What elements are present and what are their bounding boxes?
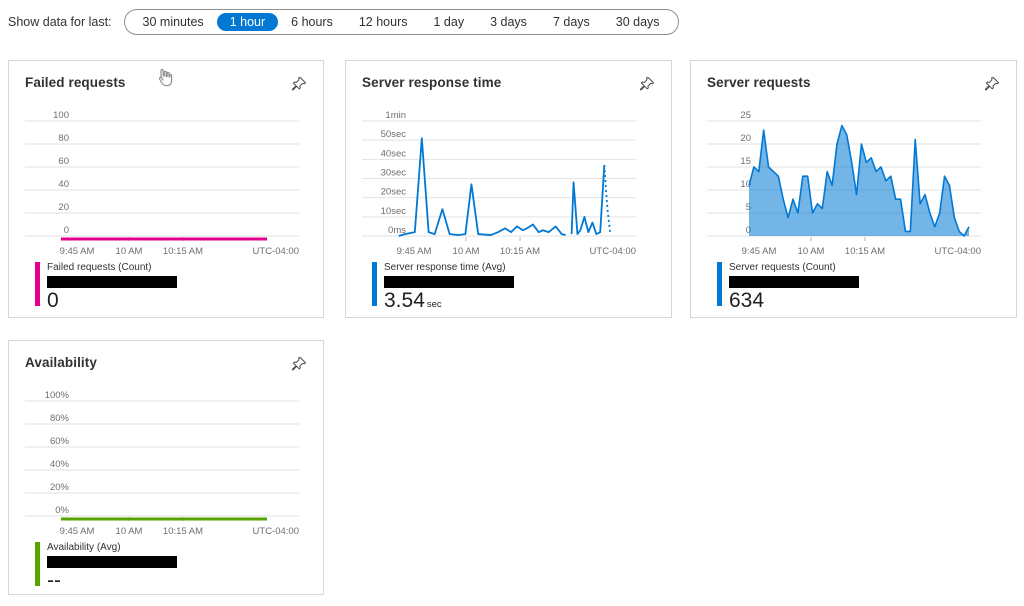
time-range-6-hours[interactable]: 6 hours: [291, 14, 333, 29]
svg-text:10 AM: 10 AM: [798, 246, 825, 257]
svg-text:10:15 AM: 10:15 AM: [845, 246, 885, 257]
legend-value: 0: [47, 289, 59, 312]
svg-text:25: 25: [740, 110, 751, 121]
svg-text:40: 40: [58, 179, 69, 190]
legend-value: 634: [729, 289, 765, 312]
time-range-1-hour[interactable]: 1 hour: [216, 12, 279, 32]
time-range-7-days[interactable]: 7 days: [552, 14, 590, 29]
svg-text:60%: 60%: [50, 436, 70, 447]
svg-text:UTC-04:00: UTC-04:00: [253, 246, 299, 257]
chart-server-requests[interactable]: 25 20 15 10 5 0 9:45 AM 10 AM 10:15 AM UTC-04:00: [697, 109, 989, 259]
show-data-label: Show data for last:: [8, 15, 112, 29]
card-title-failed-requests: Failed requests: [25, 75, 126, 90]
legend-failed-requests[interactable]: Failed requests (Count) 0: [35, 262, 177, 317]
card-header: Server response time: [346, 61, 671, 94]
svg-text:0ms: 0ms: [388, 225, 406, 236]
legend-value: --: [47, 569, 61, 592]
svg-text:UTC-04:00: UTC-04:00: [253, 526, 299, 537]
svg-text:20%: 20%: [50, 482, 70, 493]
svg-text:9:45 AM: 9:45 AM: [397, 246, 432, 257]
time-range-30-days[interactable]: 30 days: [615, 14, 660, 29]
pin-icon[interactable]: [637, 75, 656, 94]
redacted-bar: [384, 276, 514, 288]
pin-icon[interactable]: [289, 355, 308, 374]
svg-text:20: 20: [740, 133, 751, 144]
svg-text:10:15 AM: 10:15 AM: [163, 246, 203, 257]
pin-icon[interactable]: [289, 75, 308, 94]
svg-text:9:45 AM: 9:45 AM: [742, 246, 777, 257]
legend-series-label: Failed requests (Count): [47, 262, 152, 273]
time-range-30-minutes[interactable]: 30 minutes: [142, 14, 204, 29]
svg-text:10: 10: [740, 179, 751, 190]
legend-color-bar: [35, 262, 40, 306]
card-header: Failed requests: [9, 61, 323, 94]
svg-text:40%: 40%: [50, 459, 70, 470]
legend-color-bar: [717, 262, 722, 306]
time-range-3-days[interactable]: 3 days: [490, 14, 527, 29]
legend-series-label: Server requests (Count): [729, 262, 836, 273]
legend-value: 3.54 sec: [384, 289, 442, 312]
svg-text:5: 5: [746, 202, 751, 213]
svg-text:9:45 AM: 9:45 AM: [60, 246, 95, 257]
svg-text:80: 80: [58, 133, 69, 144]
redacted-bar: [47, 556, 177, 568]
svg-text:10 AM: 10 AM: [116, 526, 143, 537]
legend-availability[interactable]: Availability (Avg) --: [35, 542, 177, 597]
pin-icon[interactable]: [982, 75, 1001, 94]
svg-text:0%: 0%: [55, 505, 69, 516]
card-title-server-response-time: Server response time: [362, 75, 502, 90]
svg-text:20: 20: [58, 202, 69, 213]
legend-series-label: Server response time (Avg): [384, 262, 506, 273]
legend-server-response-time[interactable]: Server response time (Avg) 3.54 sec: [372, 262, 514, 317]
svg-text:50sec: 50sec: [381, 129, 407, 140]
time-range-1-day[interactable]: 1 day: [433, 14, 465, 29]
legend-color-bar: [35, 542, 40, 586]
card-server-requests: Server requests 25 20 15 10 5 0 9:45 AM 10 AM 10…: [690, 60, 1017, 318]
chart-availability[interactable]: 100% 80% 60% 40% 20% 0% 9:45 AM 10 AM 10:15 AM UT…: [15, 389, 307, 539]
svg-text:10:15 AM: 10:15 AM: [163, 526, 203, 537]
svg-text:UTC-04:00: UTC-04:00: [590, 246, 636, 257]
time-range-pill-group: 30 minutes 1 hour 6 hours 12 hours 1 day…: [123, 9, 679, 35]
legend-server-requests[interactable]: Server requests (Count) 634: [717, 262, 859, 317]
legend-unit: sec: [426, 299, 442, 310]
legend-color-bar: [372, 262, 377, 306]
card-title-server-requests: Server requests: [707, 75, 811, 90]
card-header: Availability: [9, 341, 323, 374]
svg-text:1min: 1min: [385, 110, 406, 121]
svg-text:10sec: 10sec: [381, 206, 407, 217]
card-header: Server requests: [691, 61, 1016, 94]
svg-text:10 AM: 10 AM: [116, 246, 143, 257]
svg-text:9:45 AM: 9:45 AM: [60, 526, 95, 537]
redacted-bar: [47, 276, 177, 288]
card-title-availability: Availability: [25, 355, 97, 370]
svg-text:100: 100: [53, 110, 69, 121]
svg-text:100%: 100%: [45, 390, 70, 401]
chart-failed-requests[interactable]: 100 80 60 40 20 0 9:45 AM 10 AM 10:15 AM UTC-04:0…: [15, 109, 307, 259]
time-range-12-hours[interactable]: 12 hours: [358, 14, 408, 29]
svg-text:10 AM: 10 AM: [453, 246, 480, 257]
svg-text:30sec: 30sec: [381, 168, 407, 179]
svg-text:60: 60: [58, 156, 69, 167]
redacted-bar: [729, 276, 859, 288]
card-server-response-time: Server response time 1min 50sec 40sec 30sec…: [345, 60, 672, 318]
svg-text:10:15 AM: 10:15 AM: [500, 246, 540, 257]
card-availability: Availability 100% 80% 60% 40% 20% 0% 9:45 AM 10…: [8, 340, 324, 595]
card-failed-requests: Failed requests 100 80 60 40 20 0 9:45 AM 10 AM…: [8, 60, 324, 318]
svg-text:UTC-04:00: UTC-04:00: [935, 246, 981, 257]
svg-text:80%: 80%: [50, 413, 70, 424]
svg-text:40sec: 40sec: [381, 148, 407, 159]
svg-text:20sec: 20sec: [381, 187, 407, 198]
chart-server-response-time[interactable]: 1min 50sec 40sec 30sec 20sec 10sec 0ms 9:45 AM 1…: [352, 109, 644, 259]
time-range-toolbar: Show data for last: 30 minutes 1 hour 6 …: [8, 9, 679, 35]
svg-text:15: 15: [740, 156, 751, 167]
svg-text:0: 0: [64, 225, 69, 236]
legend-series-label: Availability (Avg): [47, 542, 121, 553]
svg-text:0: 0: [746, 225, 751, 236]
